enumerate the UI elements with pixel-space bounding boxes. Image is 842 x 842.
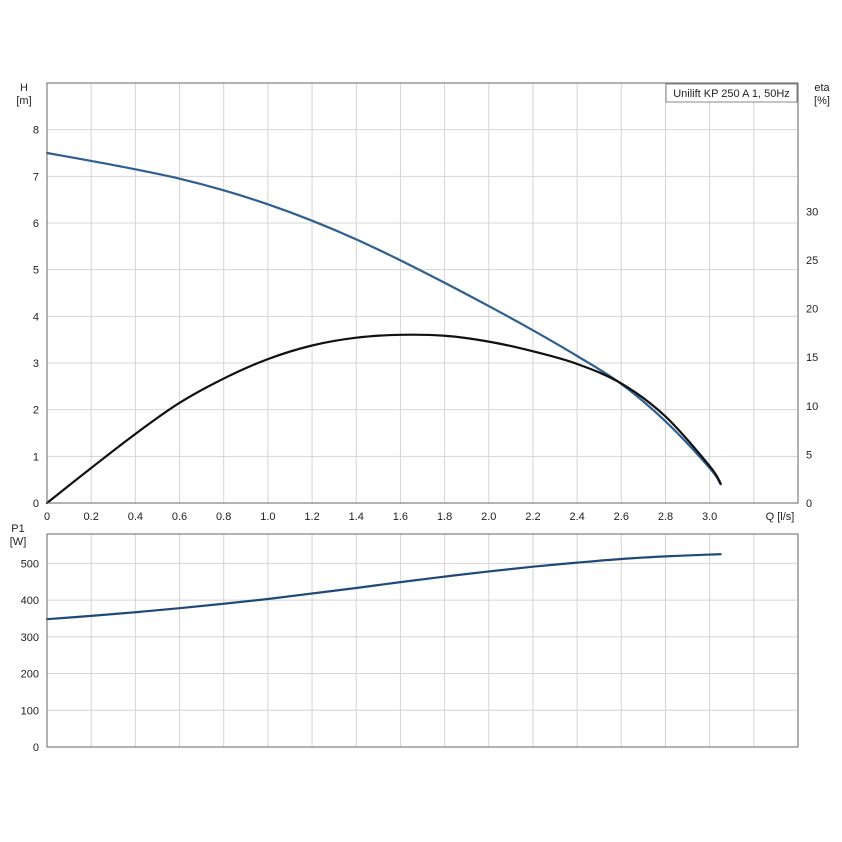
y-right-axis-label-unit: [%] xyxy=(814,95,830,107)
x-tick-label: 2.2 xyxy=(525,511,540,523)
efficiency-curve xyxy=(45,333,722,505)
power-tick-label: 400 xyxy=(21,595,39,607)
y-right-tick-label: 20 xyxy=(806,304,818,316)
x-tick-label: 1.6 xyxy=(393,511,408,523)
y-right-tick-label: 15 xyxy=(806,352,818,364)
y-right-tick-label: 0 xyxy=(806,498,812,510)
x-tick-label: 0.2 xyxy=(84,511,99,523)
y-left-tick-label: 8 xyxy=(33,125,39,137)
y-right-tick-label: 30 xyxy=(806,206,818,218)
head-efficiency-grid xyxy=(47,83,798,503)
x-tick-label: 3.0 xyxy=(702,511,717,523)
y-left-tick-label: 6 xyxy=(33,218,39,230)
x-axis-label: Q [l/s] xyxy=(766,511,795,523)
x-tick-label: 1.4 xyxy=(349,511,364,523)
y-left-tick-label: 2 xyxy=(33,405,39,417)
y-left-tick-label: 5 xyxy=(33,265,39,277)
power-curve xyxy=(45,553,722,621)
y-right-axis-label-top: eta xyxy=(814,82,830,94)
x-tick-label: 2.8 xyxy=(658,511,673,523)
power-axis-label-unit: [W] xyxy=(10,536,27,548)
legend-text: Unilift KP 250 A 1, 50Hz xyxy=(673,88,790,100)
tick-labels: 0 0.2 0.4 0.6 0.8 1.0 1.2 1.4 1.6 1.8 2.0 2.2 2.4 2.6… xyxy=(21,125,819,754)
x-tick-label: 2.4 xyxy=(569,511,584,523)
power-tick-label: 500 xyxy=(21,558,39,570)
y-left-tick-label: 4 xyxy=(33,311,39,323)
head-efficiency-plot-frame xyxy=(46,82,799,504)
y-left-tick-label: 0 xyxy=(33,498,39,510)
x-tick-label: 2.0 xyxy=(481,511,496,523)
power-axis-label-top: P1 xyxy=(11,523,24,535)
power-tick-label: 100 xyxy=(21,705,39,717)
x-tick-label: 2.6 xyxy=(614,511,629,523)
x-tick-label: 0.8 xyxy=(216,511,231,523)
axis-labels: H [m] eta [%] Q [l/s] P1 [W] xyxy=(10,82,831,548)
x-tick-label: 1.2 xyxy=(304,511,319,523)
x-tick-label: 0 xyxy=(44,511,50,523)
x-tick-label: 0.4 xyxy=(128,511,143,523)
y-left-tick-label: 1 xyxy=(33,451,39,463)
power-tick-label: 200 xyxy=(21,669,39,681)
x-tick-label: 1.0 xyxy=(260,511,275,523)
x-tick-label: 1.8 xyxy=(437,511,452,523)
head-curve xyxy=(45,151,722,486)
power-plot-frame xyxy=(46,533,799,748)
legend-box: Unilift KP 250 A 1, 50Hz xyxy=(665,83,798,103)
y-right-tick-label: 25 xyxy=(806,255,818,267)
power-tick-label: 0 xyxy=(33,742,39,754)
legend-box-border xyxy=(665,83,798,103)
y-left-axis-label-unit: [m] xyxy=(16,95,31,107)
y-left-tick-label: 3 xyxy=(33,358,39,370)
y-right-tick-label: 5 xyxy=(806,449,812,461)
y-right-tick-label: 10 xyxy=(806,401,818,413)
power-grid xyxy=(47,534,798,747)
series-layer xyxy=(45,151,722,621)
x-tick-label: 0.6 xyxy=(172,511,187,523)
y-left-axis-label-top: H xyxy=(20,82,28,94)
y-left-tick-label: 7 xyxy=(33,171,39,183)
power-tick-label: 300 xyxy=(21,632,39,644)
